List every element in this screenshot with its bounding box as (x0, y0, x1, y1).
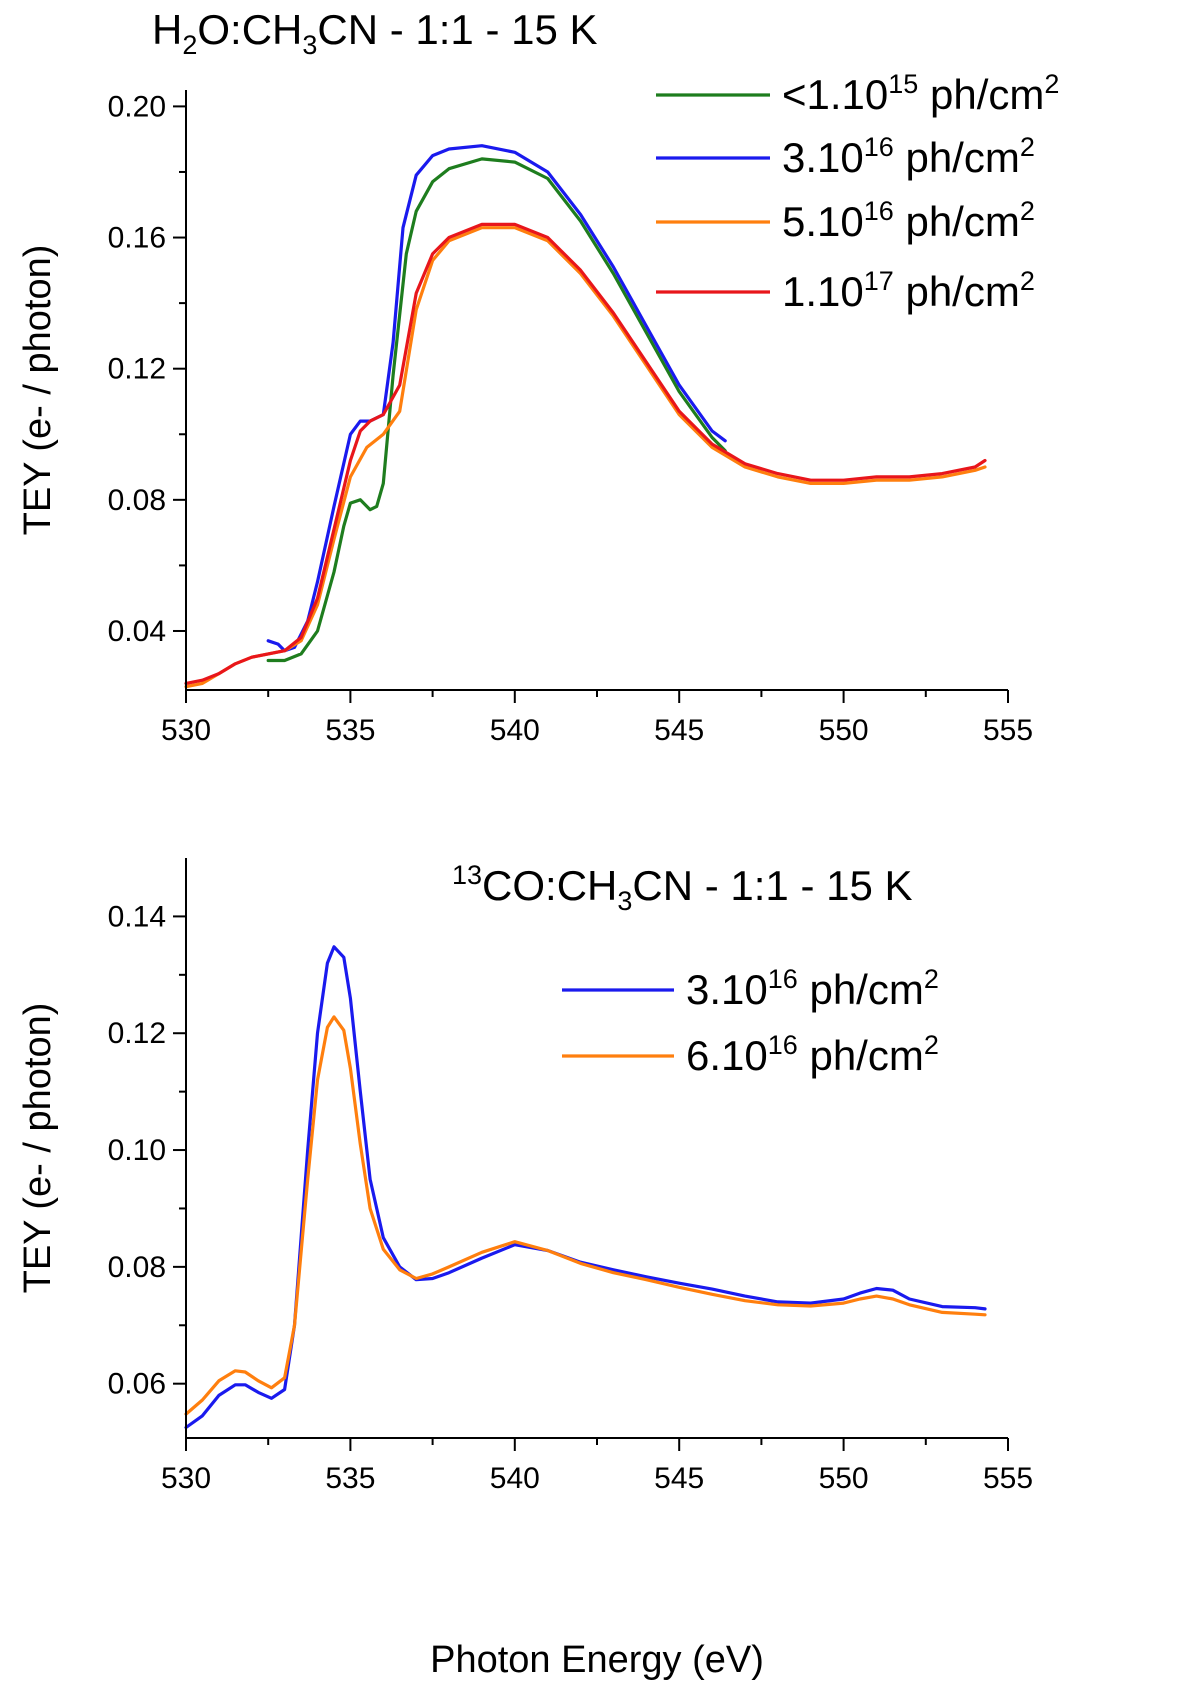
y-tick-label: 0.12 (108, 1017, 166, 1050)
legend-label: 1.1017 ph/cm2 (782, 266, 1035, 315)
text-part: 13 (452, 860, 482, 890)
series-line-2 (184, 226, 987, 689)
series-line-3 (184, 222, 987, 685)
y-axis-title: TEY (e- / photon) (17, 1003, 59, 1294)
text-part: 2 (1044, 69, 1059, 99)
y-tick-label: 0.14 (108, 900, 166, 933)
text-part: ph/cm (918, 71, 1044, 118)
x-tick-label: 540 (490, 1462, 540, 1495)
text-part: 3.10 (686, 966, 768, 1013)
text-part: 3.10 (782, 134, 864, 181)
x-tick-label: 550 (819, 714, 869, 747)
bottom-panel-13co-ch3cn: 530 535 540 545 550 555 0.06 0.08 0.10 0.12 0.14 TE… (17, 858, 1033, 1681)
text-part: 3 (302, 30, 317, 60)
legend-label: 3.1016 ph/cm2 (686, 964, 939, 1013)
y-tick-label: 0.06 (108, 1368, 166, 1401)
text-part: 6.10 (686, 1032, 768, 1079)
text-part: ph/cm (894, 134, 1020, 181)
y-axis-title: TEY (e- / photon) (17, 245, 59, 536)
text-part: <1.10 (782, 71, 888, 118)
legend-label: 6.1016 ph/cm2 (686, 1030, 939, 1079)
text-part: ph/cm (894, 268, 1020, 315)
series-line-1 (184, 1015, 987, 1416)
text-part: 16 (768, 1030, 798, 1060)
text-part: ph/cm (798, 966, 924, 1013)
text-part: 1.10 (782, 268, 864, 315)
text-part: O:CH (197, 6, 302, 53)
text-part: 2 (924, 964, 939, 994)
x-tick-label: 530 (161, 714, 211, 747)
x-tick-label: 535 (325, 1462, 375, 1495)
x-tick-label: 535 (325, 714, 375, 747)
y-tick-label: 0.12 (108, 353, 166, 386)
legend-label: 3.1016 ph/cm2 (782, 132, 1035, 181)
text-part: CN - 1:1 - 15 K (632, 862, 912, 909)
top-panel-h2o-ch3cn: 530 535 540 545 550 555 0.04 0.08 0.12 0.16 0.20 TE… (17, 6, 1059, 747)
x-axis-title: Photon Energy (eV) (430, 1639, 764, 1681)
legend-label: <1.1015 ph/cm2 (782, 69, 1059, 118)
text-part: H (152, 6, 182, 53)
text-part: 2 (1020, 132, 1035, 162)
chart-title: 13CO:CH3CN - 1:1 - 15 K (452, 860, 913, 916)
text-part: 5.10 (782, 198, 864, 245)
y-tick-label: 0.04 (108, 615, 166, 648)
x-tick-label: 545 (654, 1462, 704, 1495)
text-part: CN - 1:1 - 15 K (317, 6, 597, 53)
series-line-0 (184, 945, 987, 1430)
x-tick-label: 555 (983, 1462, 1033, 1495)
x-tick-label: 555 (983, 714, 1033, 747)
text-part: ph/cm (894, 198, 1020, 245)
text-part: 2 (1020, 266, 1035, 296)
text-part: CO:CH (482, 862, 617, 909)
text-part: 15 (888, 69, 918, 99)
chart-title: H2O:CH3CN - 1:1 - 15 K (152, 6, 598, 60)
legend-label: 5.1016 ph/cm2 (782, 196, 1035, 245)
text-part: 16 (864, 196, 894, 226)
y-tick-label: 0.20 (108, 90, 166, 123)
x-tick-label: 550 (819, 1462, 869, 1495)
y-tick-label: 0.08 (108, 1251, 166, 1284)
text-part: 2 (924, 1030, 939, 1060)
text-part: 3 (617, 886, 632, 916)
text-part: 2 (1020, 196, 1035, 226)
text-part: 17 (864, 266, 894, 296)
y-tick-label: 0.08 (108, 484, 166, 517)
text-part: 16 (768, 964, 798, 994)
y-tick-label: 0.10 (108, 1134, 166, 1167)
x-tick-label: 545 (654, 714, 704, 747)
series-line-0 (266, 157, 727, 663)
text-part: 16 (864, 132, 894, 162)
x-tick-label: 530 (161, 1462, 211, 1495)
x-tick-label: 540 (490, 714, 540, 747)
y-tick-label: 0.16 (108, 222, 166, 255)
text-part: ph/cm (798, 1032, 924, 1079)
text-part: 2 (182, 30, 197, 60)
